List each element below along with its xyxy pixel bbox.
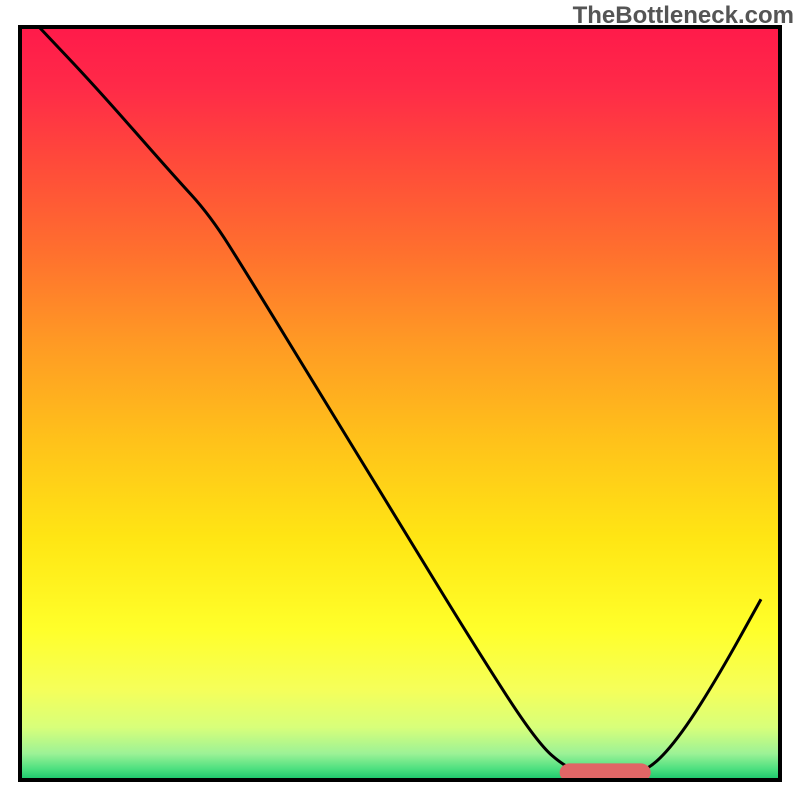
watermark-text: TheBottleneck.com — [573, 2, 794, 30]
bottleneck-curve-chart — [0, 0, 800, 800]
plot-gradient-background — [20, 27, 780, 780]
chart-container: TheBottleneck.com — [0, 0, 800, 800]
